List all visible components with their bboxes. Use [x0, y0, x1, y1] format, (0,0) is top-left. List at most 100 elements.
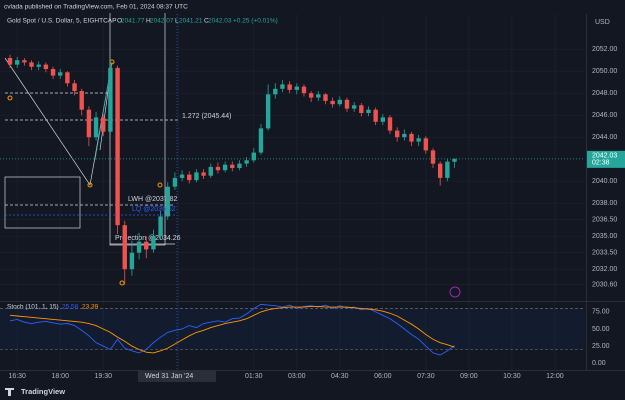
publisher: cvlada published on TradingView.com, Feb…: [4, 4, 188, 11]
candle-body: [165, 186, 170, 217]
candle-body: [423, 138, 429, 151]
indicator-band: [0, 308, 585, 350]
pivot-markers: [7, 59, 163, 286]
candle-body: [65, 72, 70, 84]
candle-body: [244, 160, 249, 164]
y-tick-label: 2046.00: [592, 112, 617, 119]
candle-body: [179, 174, 185, 178]
ohlc-legend: Gold Spot / U.S. Dollar, 5, EIGHTCAP O204…: [7, 18, 278, 25]
candle-body: [172, 177, 178, 187]
pivot: [157, 182, 163, 188]
candle-body: [230, 164, 235, 168]
y-tick-label: 2032.00: [592, 266, 617, 273]
ohlc-prefix: H: [146, 18, 151, 25]
candle-body: [373, 109, 378, 122]
candle-body: [29, 62, 34, 67]
x-tick-label: 09:00: [460, 373, 478, 380]
footer-logo[interactable]: TradingView: [21, 387, 65, 396]
ohlc-value: 2041.77: [121, 18, 145, 25]
candle-body: [79, 91, 84, 110]
currency: USD: [595, 19, 610, 26]
candle-body: [93, 117, 99, 138]
candle-body: [108, 67, 113, 132]
alert-icon[interactable]: [449, 286, 461, 298]
y-tick-label: 2036.50: [592, 217, 617, 224]
lwh-label: LWH @2037.82: [128, 196, 177, 203]
candle-body: [251, 152, 256, 161]
candle-body: [344, 99, 350, 109]
x-tick-label: 18:00: [51, 373, 69, 380]
ohlc-prefix: C: [204, 18, 209, 25]
candle-body: [194, 172, 199, 181]
x-tick-label: 10:30: [503, 373, 521, 380]
candle-body: [323, 94, 328, 101]
candle-body: [359, 105, 364, 113]
x-tick-label: 03:00: [288, 373, 306, 380]
footer-bar: [0, 384, 625, 400]
indicator-title: Stoch (101, 1, 15): [7, 304, 59, 311]
candle-body: [222, 164, 228, 171]
candle-body: [187, 174, 192, 181]
candle-body: [351, 105, 357, 109]
last-price-label: 2042.03: [592, 153, 617, 160]
ohlc-prefix: O: [117, 18, 122, 25]
pivot: [87, 182, 93, 188]
ohlc-value: 2042.03: [208, 18, 232, 25]
candle-body: [394, 130, 400, 138]
x-tick-label: 07:30: [417, 373, 435, 380]
candle-body: [158, 216, 163, 237]
candle-body: [101, 117, 106, 132]
projection-label: Projection @2034.26: [115, 235, 181, 242]
candle-body: [86, 109, 92, 138]
candle-body: [136, 241, 142, 253]
y-tick-label: 2030.60: [592, 281, 617, 288]
candle-body: [409, 133, 414, 142]
y-tick-label: 2050.00: [592, 68, 617, 75]
axes: 16:3018:0019:3023:0001:3003:0004:3006:00…: [8, 46, 625, 380]
candle-body: [301, 86, 307, 94]
candle-body: [416, 138, 421, 142]
candle-body: [151, 236, 156, 250]
crosshair-date: Wed 31 Jan '24: [145, 373, 193, 380]
pivot: [7, 95, 13, 101]
candle-body: [387, 117, 393, 131]
pivot: [109, 59, 115, 65]
candle-body: [402, 133, 407, 138]
candle-body: [445, 161, 450, 178]
candle-body: [265, 94, 271, 129]
x-tick-label: 06:00: [374, 373, 392, 380]
lq-label: LQ @2036.62: [132, 206, 176, 213]
y-tick-label: 2038.00: [592, 200, 617, 207]
candle-body: [437, 163, 443, 178]
candle-body: [330, 100, 335, 105]
candle-body: [36, 64, 41, 67]
candle-body: [72, 83, 77, 91]
header-bar: [0, 0, 625, 13]
candle-body: [366, 109, 371, 113]
y-tick-label: 2033.50: [592, 250, 617, 257]
range-box: [4, 176, 81, 229]
y-tick-label: 2052.00: [592, 46, 617, 53]
candle-body: [22, 60, 27, 63]
indicator-d-value: 23.39: [82, 304, 99, 311]
x-tick-label: 12:00: [546, 373, 564, 380]
candle-body: [122, 225, 127, 270]
candle-body: [280, 84, 285, 89]
candle-body: [43, 64, 49, 69]
candle-body: [430, 150, 436, 164]
y-tick-label: 0.00: [592, 360, 606, 367]
grid: [0, 14, 585, 370]
change-label: +0.25 (+0.01%): [233, 18, 278, 25]
y-tick-label: 2035.00: [592, 233, 617, 240]
candle-body: [287, 84, 292, 90]
x-tick-label: 01:30: [245, 373, 263, 380]
countdown-label: 02:38: [592, 160, 610, 167]
y-tick-label: 50.00: [592, 326, 610, 333]
candle-body: [115, 67, 120, 226]
logo-icon: [5, 388, 14, 396]
ohlc-prefix: L: [175, 18, 179, 25]
ohlc-value: 2041.21: [179, 18, 203, 25]
indicator-k-value: 25.58: [62, 304, 79, 311]
x-tick-label: 04:30: [331, 373, 349, 380]
